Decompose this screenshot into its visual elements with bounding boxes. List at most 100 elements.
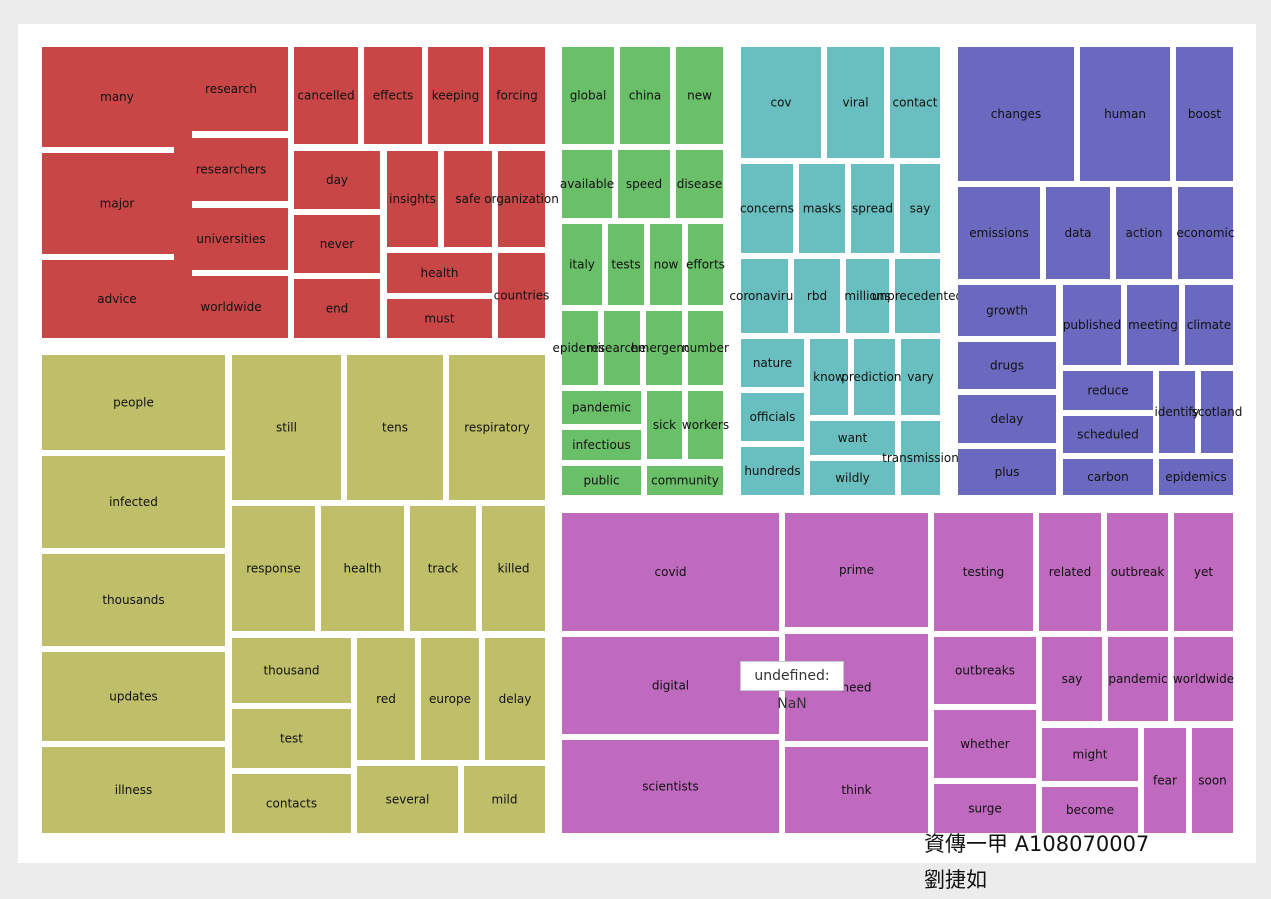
treemap-cell-sick[interactable] [647, 391, 682, 459]
treemap-cell-public[interactable] [562, 466, 641, 495]
treemap-cell-china[interactable] [620, 47, 670, 144]
treemap-cell-predictions[interactable] [854, 339, 895, 415]
treemap-cell-community[interactable] [647, 466, 723, 495]
treemap-cell-worldwide[interactable] [1174, 637, 1233, 721]
treemap-cell-coronavirus[interactable] [741, 259, 788, 333]
treemap-cell-killed[interactable] [482, 506, 545, 631]
treemap-cell-europe[interactable] [421, 638, 479, 760]
treemap-cell-global[interactable] [562, 47, 614, 144]
treemap-cell-unprecedented[interactable] [895, 259, 940, 333]
treemap-cell-still[interactable] [232, 355, 341, 500]
treemap-cell-mild[interactable] [464, 766, 545, 833]
treemap-cell-say[interactable] [900, 164, 940, 253]
treemap-cell-research[interactable] [174, 47, 288, 131]
treemap-cell-want[interactable] [810, 421, 895, 455]
treemap-cell-infected[interactable] [42, 456, 225, 548]
treemap-cell-respiratory[interactable] [449, 355, 545, 500]
treemap-cell-might[interactable] [1042, 728, 1138, 781]
treemap-cell-millions[interactable] [846, 259, 889, 333]
treemap-cell-available[interactable] [562, 150, 612, 218]
treemap-cell-boost[interactable] [1176, 47, 1233, 181]
treemap-cell-action[interactable] [1116, 187, 1172, 279]
treemap-cell-number[interactable] [688, 311, 723, 385]
treemap-cell-become[interactable] [1042, 787, 1138, 833]
treemap-cell-whether[interactable] [934, 710, 1036, 778]
treemap-cell-know[interactable] [810, 339, 848, 415]
treemap-cell-keeping[interactable] [428, 47, 483, 144]
treemap-cell-tens[interactable] [347, 355, 443, 500]
treemap-cell-published[interactable] [1063, 285, 1121, 365]
treemap-cell-contacts[interactable] [232, 774, 351, 833]
treemap-cell-concerns[interactable] [741, 164, 793, 253]
treemap-cell-masks[interactable] [799, 164, 845, 253]
treemap-cell-wildly[interactable] [810, 461, 895, 495]
treemap-cell-effects[interactable] [364, 47, 422, 144]
treemap-cell-identify[interactable] [1159, 371, 1195, 453]
treemap-cell-scientists[interactable] [562, 740, 779, 833]
treemap-cell-contact[interactable] [890, 47, 940, 158]
treemap-cell-new[interactable] [676, 47, 723, 144]
treemap-cell-epidemic[interactable] [562, 311, 598, 385]
treemap-cell-human[interactable] [1080, 47, 1170, 181]
treemap-cell-researchers[interactable] [174, 138, 288, 201]
treemap-cell-advice[interactable] [42, 260, 192, 338]
treemap-cell-efforts[interactable] [688, 224, 723, 305]
treemap-cell-major[interactable] [42, 153, 192, 254]
treemap-cell-think[interactable] [785, 747, 928, 833]
treemap-cell-fear[interactable] [1144, 728, 1186, 833]
treemap-cell-soon[interactable] [1192, 728, 1233, 833]
treemap-cell-outbreak[interactable] [1107, 513, 1168, 631]
treemap-cell-track[interactable] [410, 506, 476, 631]
treemap-cell-response[interactable] [232, 506, 315, 631]
treemap-cell-delay[interactable] [958, 395, 1056, 443]
treemap-cell-cancelled[interactable] [294, 47, 358, 144]
treemap-cell-several[interactable] [357, 766, 458, 833]
treemap-cell-emissions[interactable] [958, 187, 1040, 279]
treemap-cell-carbon[interactable] [1063, 459, 1153, 495]
treemap-cell-organization[interactable] [498, 151, 545, 247]
treemap-cell-surge[interactable] [934, 784, 1036, 833]
treemap-cell-rbd[interactable] [794, 259, 840, 333]
treemap-cell-emergency[interactable] [646, 311, 682, 385]
treemap-cell-delay[interactable] [485, 638, 545, 760]
treemap-cell-many[interactable] [42, 47, 192, 147]
treemap-cell-red[interactable] [357, 638, 415, 760]
treemap-cell-thousands[interactable] [42, 554, 225, 646]
treemap-cell-now[interactable] [650, 224, 682, 305]
treemap-cell-transmission[interactable] [901, 421, 940, 495]
treemap-cell-disease[interactable] [676, 150, 723, 218]
treemap-cell-speed[interactable] [618, 150, 670, 218]
treemap-cell-changes[interactable] [958, 47, 1074, 181]
treemap-cell-viral[interactable] [827, 47, 884, 158]
treemap-cell-infectious[interactable] [562, 430, 641, 460]
treemap-cell-insights[interactable] [387, 151, 438, 247]
treemap-cell-vary[interactable] [901, 339, 940, 415]
treemap-cell-data[interactable] [1046, 187, 1110, 279]
treemap-cell-test[interactable] [232, 709, 351, 768]
treemap-cell-reduce[interactable] [1063, 371, 1153, 410]
treemap-cell-scotland[interactable] [1201, 371, 1233, 453]
treemap-cell-health[interactable] [387, 253, 492, 293]
treemap-cell-workers[interactable] [688, 391, 723, 459]
treemap-cell-covid[interactable] [562, 513, 779, 631]
treemap-cell-outbreaks[interactable] [934, 637, 1036, 704]
treemap-cell-illness[interactable] [42, 747, 225, 833]
treemap-cell-pandemic[interactable] [1108, 637, 1168, 721]
treemap-cell-officials[interactable] [741, 393, 804, 441]
treemap-cell-researchers[interactable] [604, 311, 640, 385]
treemap-cell-spread[interactable] [851, 164, 894, 253]
treemap-cell-meeting[interactable] [1127, 285, 1179, 365]
treemap-cell-people[interactable] [42, 355, 225, 450]
treemap-cell-end[interactable] [294, 279, 380, 338]
treemap-cell-italy[interactable] [562, 224, 602, 305]
treemap-cell-testing[interactable] [934, 513, 1033, 631]
treemap-cell-scheduled[interactable] [1063, 416, 1153, 453]
treemap-cell-health[interactable] [321, 506, 404, 631]
treemap-cell-updates[interactable] [42, 652, 225, 741]
treemap-cell-say[interactable] [1042, 637, 1102, 721]
treemap-cell-day[interactable] [294, 151, 380, 209]
treemap-cell-worldwide[interactable] [174, 276, 288, 338]
treemap-cell-plus[interactable] [958, 449, 1056, 495]
treemap-cell-pandemic[interactable] [562, 391, 641, 424]
treemap-cell-yet[interactable] [1174, 513, 1233, 631]
